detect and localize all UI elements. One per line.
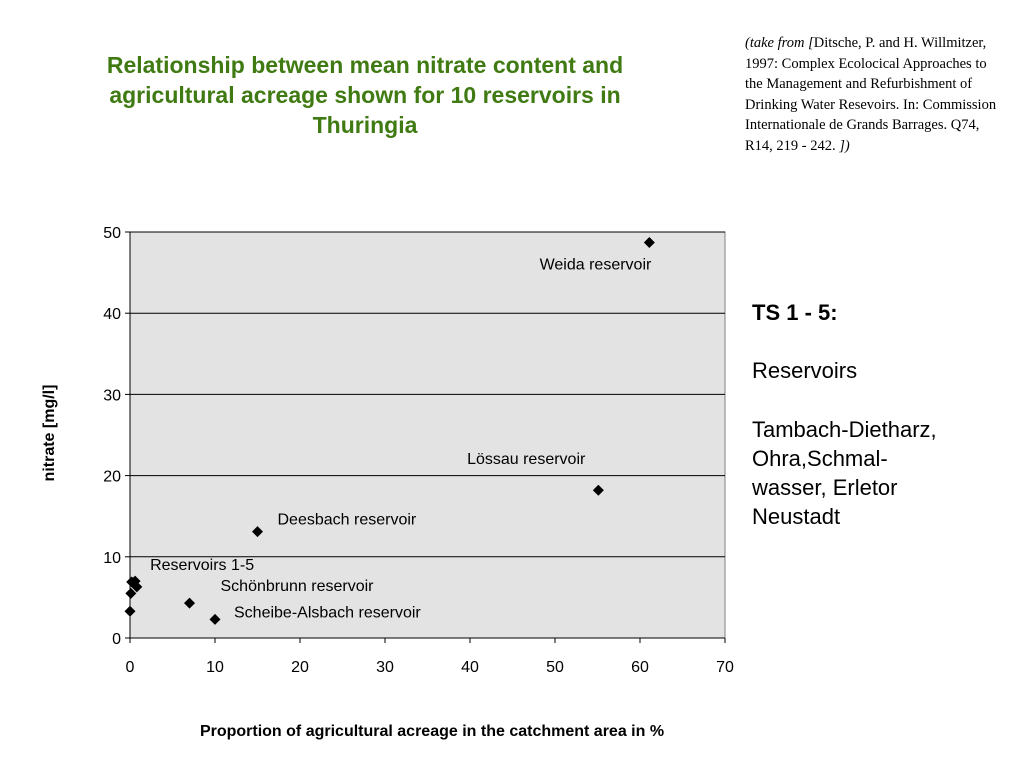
x-tick-label: 30 [376, 659, 394, 676]
x-tick-label: 60 [631, 659, 649, 676]
side-note-line2: Tambach-Dietharz, Ohra,Schmal-wasser, Er… [752, 417, 937, 529]
data-point [643, 237, 655, 249]
plot-area [129, 231, 726, 639]
side-note-heading: TS 1 - 5: [752, 300, 838, 325]
y-tick-label: 40 [103, 306, 121, 323]
data-point [209, 613, 221, 625]
citation-suffix: ]) [835, 137, 850, 154]
x-tick-label: 40 [461, 659, 479, 676]
point-annotation: Reservoirs 1-5 [150, 557, 254, 574]
x-axis-label: Proportion of agricultural acreage in th… [200, 723, 664, 740]
side-note-line1: Reservoirs [752, 358, 858, 383]
data-point [252, 526, 263, 538]
chart-title: Relationship between mean nitrate conten… [106, 52, 624, 138]
point-annotation: Scheibe-Alsbach reservoir [234, 604, 421, 621]
x-tick-label: 0 [126, 659, 135, 676]
y-tick-label: 50 [103, 225, 121, 242]
data-point [592, 484, 604, 496]
y-tick-label: 10 [103, 550, 121, 567]
x-tick-label: 50 [546, 659, 564, 676]
citation: (take from [Ditsche, P. and H. Willmitze… [745, 33, 1000, 156]
y-tick-label: 20 [103, 469, 121, 486]
data-point [131, 581, 143, 593]
point-annotation: Deesbach reservoir [278, 512, 417, 529]
point-annotation: Weida reservoir [540, 257, 652, 274]
x-tick-label: 20 [291, 659, 309, 676]
point-annotation: Schönbrunn reservoir [221, 578, 375, 595]
citation-prefix: (take from [ [745, 35, 814, 51]
citation-body: Ditsche, P. and H. Willmitzer, 1997: Com… [745, 35, 997, 154]
y-tick-label: 30 [103, 387, 121, 404]
x-tick-label: 70 [716, 659, 734, 676]
y-tick-label: 0 [112, 631, 121, 648]
y-axis-label: nitrate [mg/l] [41, 385, 58, 482]
data-point [184, 597, 195, 609]
data-point [125, 587, 137, 599]
data-point [124, 605, 136, 617]
point-annotation: Lössau reservoir [467, 451, 586, 468]
x-tick-label: 10 [206, 659, 224, 676]
